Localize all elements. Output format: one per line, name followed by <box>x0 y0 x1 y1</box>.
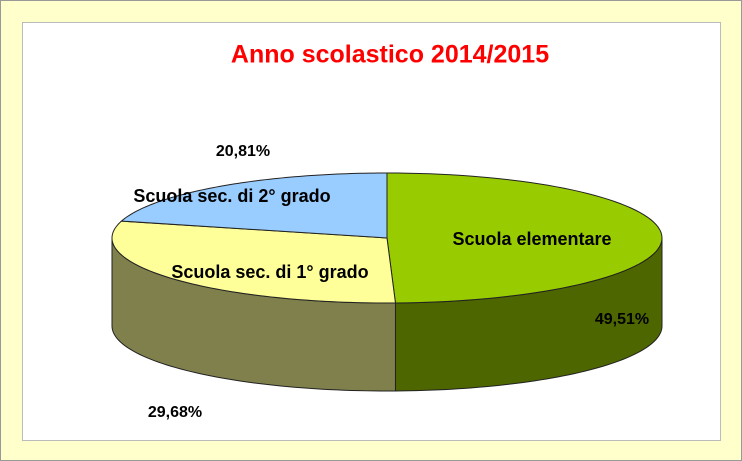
value-label: 29,68% <box>148 404 202 421</box>
category-label: Scuola elementare <box>452 229 611 249</box>
chart-title: Anno scolastico 2014/2015 <box>231 41 549 69</box>
category-label: Scuola sec. di 2° grado <box>133 186 330 206</box>
labels: Scuola elementare 49,51% Scuola sec. di 1°… <box>133 143 649 421</box>
category-label: Scuola sec. di 1° grado <box>171 262 368 282</box>
value-label: 20,81% <box>216 143 270 160</box>
pie-slice <box>120 172 388 239</box>
pie <box>111 172 663 392</box>
pie-slice <box>111 220 397 304</box>
pie-slice <box>386 172 663 304</box>
value-label: 49,51% <box>595 311 649 328</box>
